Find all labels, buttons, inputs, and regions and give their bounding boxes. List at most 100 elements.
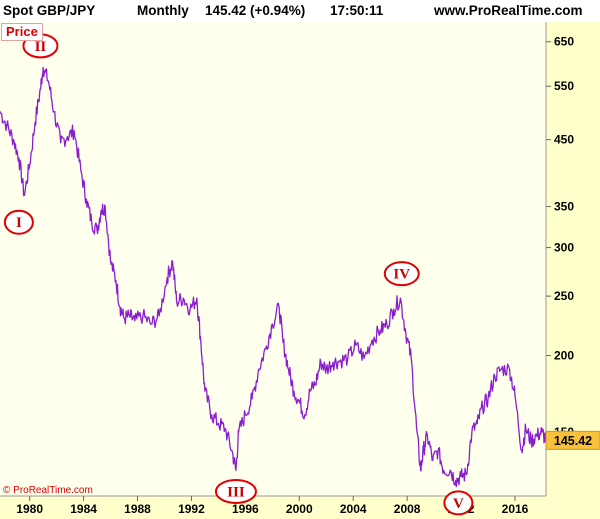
series-point	[293, 390, 295, 392]
series-point	[525, 427, 527, 430]
chart-header: Spot GBP/JPY Monthly 145.42 (+0.94%) 17:…	[0, 0, 600, 22]
x-tick-label: 2000	[286, 502, 313, 516]
series-point	[150, 323, 152, 325]
series-point	[18, 157, 20, 159]
series-point	[509, 368, 511, 370]
series-point	[530, 440, 532, 442]
y-tick-label: 450	[554, 133, 574, 147]
series-point	[415, 427, 418, 430]
x-tick-label: 1988	[124, 502, 151, 516]
series-point	[251, 398, 253, 400]
series-point	[142, 315, 144, 317]
series-point	[73, 130, 75, 132]
wave-circle	[3, 209, 34, 235]
x-tick-label: 2004	[340, 502, 367, 516]
last-price-label: 145.42	[554, 434, 592, 448]
series-point	[379, 329, 381, 331]
series-point	[23, 194, 25, 196]
series-point	[426, 435, 428, 437]
wave-label: IV	[383, 261, 420, 287]
series-point	[200, 341, 202, 344]
series-point	[171, 260, 174, 262]
price-panel-tag[interactable]: Price	[1, 23, 43, 41]
x-tick-label: 1996	[232, 502, 259, 516]
series-point	[109, 260, 112, 262]
series-point	[432, 459, 434, 461]
series-point	[134, 320, 136, 322]
series-point	[6, 124, 8, 126]
series-point	[34, 121, 36, 124]
series-point	[264, 348, 267, 350]
last-price-marker: 145.42	[545, 430, 600, 450]
y-tick-label: 200	[554, 349, 574, 363]
x-axis-panel	[0, 496, 546, 519]
series-point	[460, 475, 462, 478]
series-point	[166, 277, 168, 279]
series-point	[119, 306, 121, 308]
series-point	[224, 427, 226, 430]
series-point	[494, 375, 496, 377]
series-point	[487, 398, 489, 400]
series-point	[482, 406, 484, 408]
wave-label-text: V	[453, 496, 464, 512]
plot-background	[0, 22, 546, 496]
series-point	[60, 142, 62, 144]
series-point	[271, 323, 273, 325]
wave-circle	[383, 261, 420, 287]
series-point	[287, 368, 290, 370]
series-point	[500, 368, 503, 370]
instrument-title: Spot GBP/JPY	[3, 3, 96, 18]
series-point	[104, 205, 106, 208]
x-tick-label: 1980	[16, 502, 43, 516]
series-point	[535, 435, 538, 437]
series-point	[128, 315, 131, 317]
series-point	[12, 139, 15, 141]
wave-label: V	[443, 490, 474, 516]
series-point	[123, 317, 125, 319]
series-point	[386, 323, 388, 325]
series-point	[0, 110, 1, 113]
timestamp: 17:50:11	[330, 3, 384, 18]
x-tick-label: 2008	[394, 502, 421, 516]
series-point	[422, 449, 424, 452]
series-point	[235, 469, 237, 471]
series-point	[298, 401, 300, 403]
series-point	[100, 209, 102, 211]
wave-label-text: II	[35, 39, 47, 55]
series-point	[339, 360, 341, 362]
x-tick-label: 2016	[502, 502, 529, 516]
wave-label-text: III	[227, 485, 245, 501]
series-point	[53, 110, 55, 113]
series-point	[244, 414, 246, 416]
series-point	[449, 469, 451, 471]
series-point	[42, 66, 44, 69]
series-point	[521, 449, 523, 452]
series-point	[363, 357, 365, 359]
series-point	[189, 308, 191, 310]
series-point	[371, 339, 373, 341]
series-point	[158, 315, 160, 317]
site-link[interactable]: www.ProRealTime.com	[434, 3, 583, 18]
wave-circle	[214, 479, 257, 505]
series-point	[325, 368, 327, 370]
series-point	[96, 229, 98, 231]
series-point	[176, 300, 178, 303]
x-tick-label: 1992	[178, 502, 205, 516]
y-tick-label: 350	[554, 200, 574, 214]
series-point	[204, 390, 206, 392]
y-axis-ticks: 150200250300350450550650	[546, 35, 574, 439]
series-point	[476, 422, 478, 424]
series-point	[541, 431, 543, 433]
series-point	[39, 88, 42, 90]
wave-label-text: IV	[393, 267, 410, 283]
series-point	[282, 341, 284, 344]
series-point	[405, 331, 407, 334]
series-point	[332, 361, 334, 363]
x-tick-label: 1984	[70, 502, 97, 516]
series-point	[420, 469, 422, 471]
series-point	[238, 431, 240, 433]
series-point	[455, 480, 457, 482]
series-point	[399, 297, 401, 299]
